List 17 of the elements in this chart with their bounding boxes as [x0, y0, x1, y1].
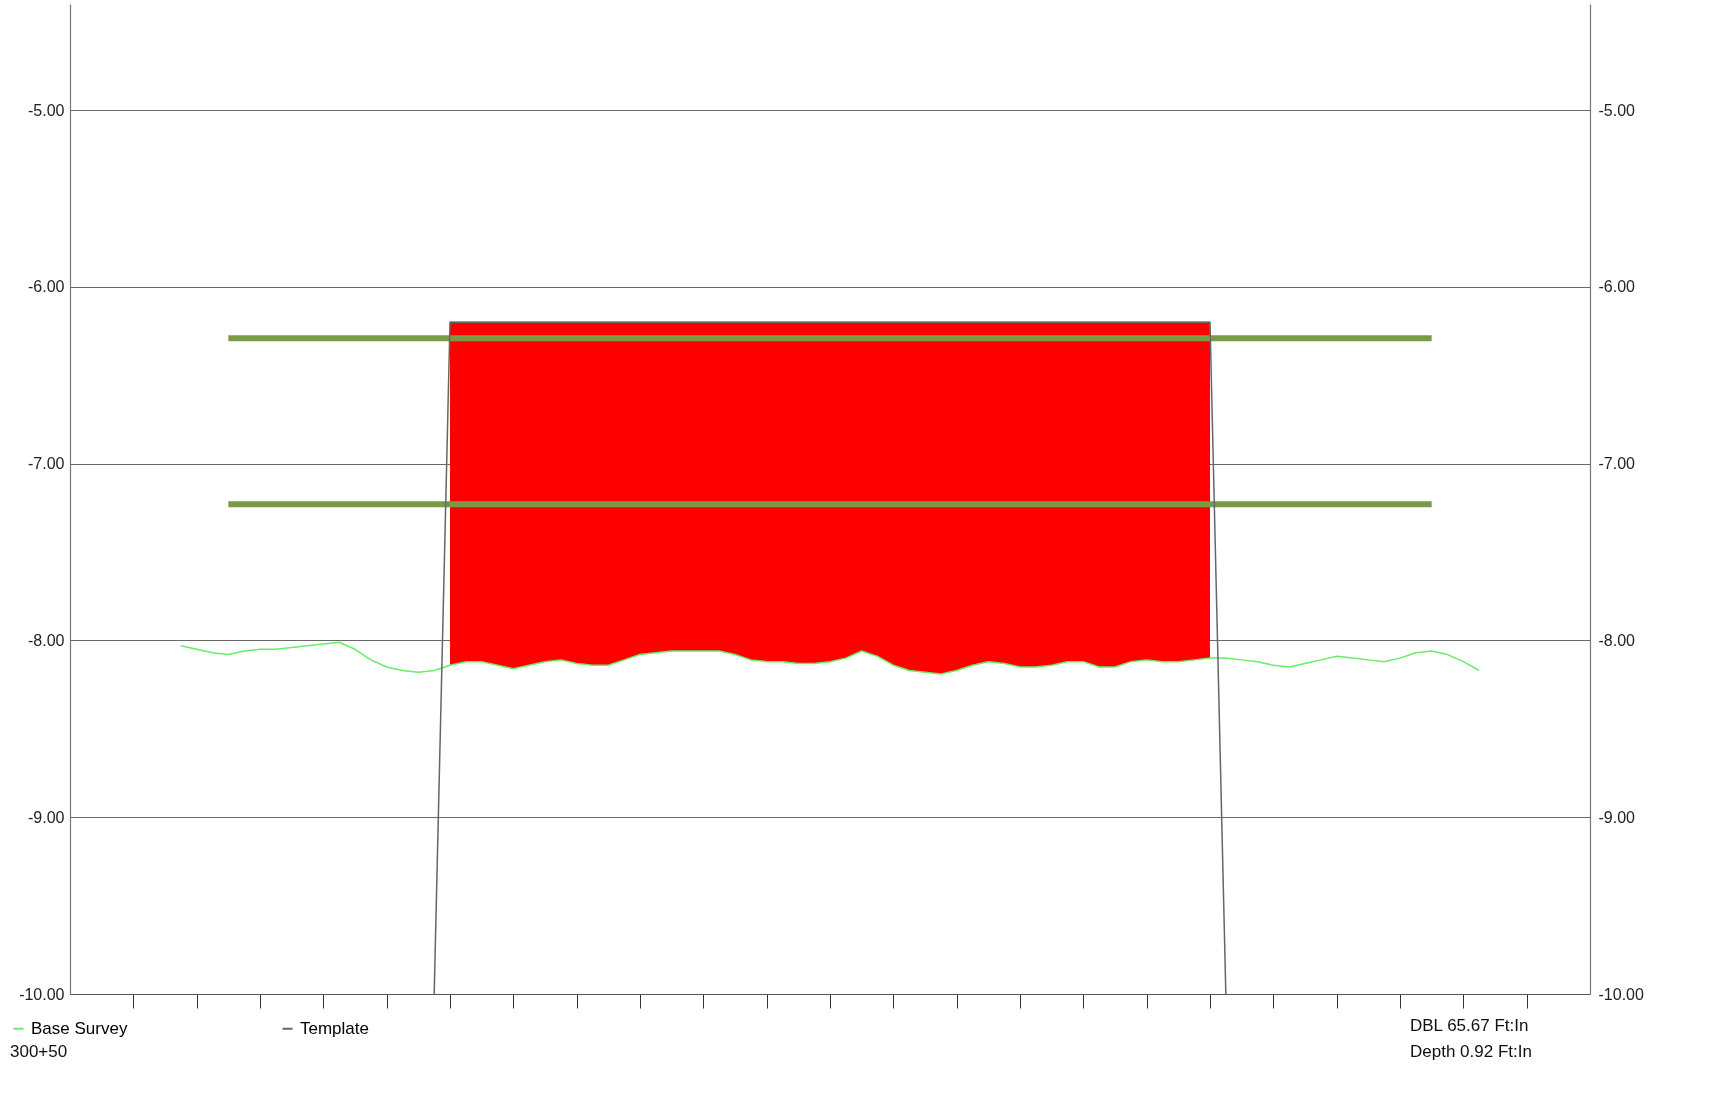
y2-tick-label: -7.00: [1598, 455, 1636, 473]
legend-label: Template: [300, 1018, 369, 1038]
text: 300+50: [10, 1042, 68, 1061]
text: Depth 0.92 Ft:In: [1410, 1042, 1532, 1061]
y-tick-label: -5.00: [28, 101, 65, 119]
y2-tick-label: -9.00: [1598, 808, 1636, 826]
y-tick-label: -8.00: [28, 631, 65, 649]
y2-tick-label: -5.00: [1598, 101, 1636, 119]
y-tick-label: -9.00: [28, 808, 65, 826]
y2-tick-label: -10.00: [1598, 985, 1644, 1003]
legend-label: Base Survey: [31, 1018, 128, 1038]
y-tick-label: -7.00: [28, 455, 65, 473]
y-tick-label: -6.00: [28, 278, 65, 296]
y2-tick-label: -8.00: [1598, 631, 1636, 649]
y2-tick-label: -6.00: [1598, 278, 1636, 296]
text: DBL 65.67 Ft:In: [1410, 1016, 1529, 1035]
y-tick-label: -10.00: [19, 985, 65, 1003]
